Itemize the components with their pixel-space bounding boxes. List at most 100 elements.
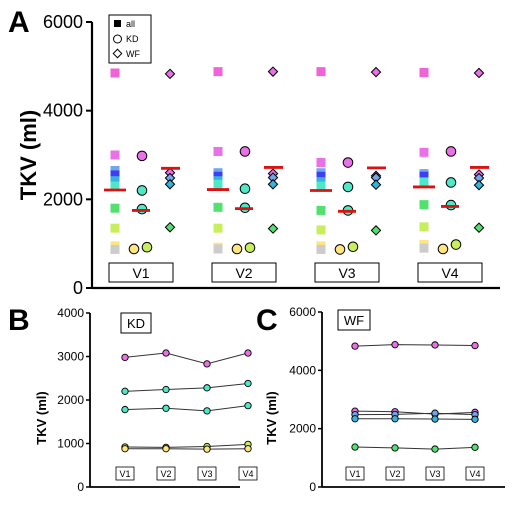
panel-a-all-point	[213, 179, 223, 189]
panel-a-kd-point	[239, 146, 251, 157]
panel-a-kd-point	[334, 244, 346, 255]
panel-a-all-point	[419, 222, 429, 232]
panel-a-all-point	[213, 244, 223, 254]
panel-b-x-label: V3	[201, 469, 212, 479]
panel-c-x-label: V1	[349, 469, 360, 479]
panel-b-x-label: V4	[242, 469, 253, 479]
panel-a-visit-box	[211, 262, 277, 283]
panel-c-y-tick-label: 2000	[289, 422, 316, 436]
panel-b-point	[244, 445, 252, 453]
panel-b-title: KD	[127, 316, 145, 331]
panel-a-visit-label: V1	[132, 265, 149, 281]
panel-c-title: WF	[344, 313, 364, 328]
legend-kd-label: KD	[126, 34, 139, 44]
panel-a-kd-point	[342, 157, 354, 168]
panel-c-series-line	[354, 412, 476, 416]
panel-letter-a: A	[8, 6, 30, 39]
panel-a-all-point	[419, 177, 429, 187]
panel-a-kd-point	[347, 241, 359, 253]
panel-c-x-label: V3	[429, 469, 440, 479]
panel-a-all-point	[110, 68, 120, 78]
panel-b-x-label-box	[238, 466, 258, 481]
panel-c-x-label-box	[425, 466, 445, 481]
panel-b-y-tick-label: 1000	[57, 437, 84, 451]
panel-b-y-tick-label: 3000	[57, 350, 84, 364]
panel-b-x-label-box	[197, 466, 217, 481]
panel-a-visit-box	[417, 262, 483, 283]
panel-c-point	[431, 415, 439, 423]
panel-a-all-point	[316, 171, 326, 181]
panel-c-point	[391, 415, 399, 423]
panel-a-all-point	[316, 67, 326, 77]
panel-b-point	[244, 379, 252, 388]
legend-all-marker	[114, 20, 121, 27]
panel-b-series-line	[124, 443, 249, 448]
panel-b-x-label-box	[115, 466, 135, 481]
panel-a-kd-point	[437, 243, 449, 255]
panel-a-visit-box	[314, 262, 380, 283]
panel-b-point	[121, 445, 129, 453]
panel-c-y-tick-label: 4000	[289, 363, 316, 377]
panel-b-y-tick-label: 4000	[57, 306, 84, 320]
panel-a-wf-point	[473, 67, 485, 79]
panel-a-kd-point	[450, 239, 462, 250]
panel-a-y-axis-label: TKV (ml)	[16, 110, 41, 200]
panel-a-all-point	[419, 200, 429, 210]
panel-a-wf-point	[473, 179, 485, 191]
legend-kd-marker	[113, 34, 122, 44]
panel-c-point	[351, 415, 359, 423]
panel-a-wf-point	[370, 179, 382, 191]
panel-c-x-label-box	[345, 466, 365, 481]
legend-wf-marker	[112, 48, 123, 59]
panel-c-x-label-box	[465, 466, 485, 481]
panel-b-point	[203, 384, 211, 392]
panel-a-all-point	[316, 225, 326, 235]
panel-c-point	[351, 443, 359, 451]
panel-a-wf-point	[267, 178, 279, 190]
panel-a-all-point	[419, 147, 429, 157]
panel-a-y-tick-label: 2000	[43, 189, 83, 209]
panel-a-legend: all KD WF	[108, 14, 152, 64]
panel-a-visit-label: V4	[441, 265, 458, 281]
panel-b-y-tick-label: 2000	[57, 393, 84, 407]
legend-all-label: all	[126, 19, 135, 29]
panel-b-x-label: V2	[160, 469, 171, 479]
panel-c-line-plot: 0 2000 4000 6000 V1 V2 V3 V4	[289, 305, 505, 494]
panel-b-point	[162, 385, 170, 394]
panel-c-point	[431, 445, 439, 453]
panel-a-visit-label: V3	[338, 265, 355, 281]
panel-c-series-line	[354, 410, 476, 415]
panel-b-title-box	[120, 312, 152, 334]
panel-b-point	[121, 353, 129, 362]
panel-b-point	[203, 407, 211, 415]
panel-a-scatter-plot: 0 2000 4000 6000 V1 V2 V3 V4	[43, 12, 500, 298]
panel-c-y-tick-label: 0	[309, 480, 316, 494]
panel-a-all-point	[110, 170, 120, 180]
panel-c-x-label: V2	[389, 469, 400, 479]
panel-a-all-point	[419, 68, 429, 78]
panel-a-kd-point	[239, 183, 251, 194]
panel-a-all-point	[110, 150, 120, 160]
panel-a-kd-point	[244, 242, 256, 253]
panel-a-all-point	[316, 205, 326, 215]
panel-b-point	[244, 402, 252, 410]
panel-a-y-tick-label: 4000	[43, 101, 83, 121]
panel-b-point	[203, 445, 211, 453]
panel-b-point	[162, 404, 170, 412]
panel-c-y-axis-label: TKV (ml)	[264, 391, 279, 444]
panel-a-wf-point	[164, 68, 176, 80]
panel-a-kd-point	[445, 177, 457, 188]
panel-c-x-label-box	[385, 466, 405, 481]
panel-a-wf-point	[370, 66, 382, 78]
panel-a-kd-point	[136, 185, 148, 196]
panel-a-all-point	[110, 176, 120, 186]
panel-a-wf-point	[267, 223, 279, 234]
panel-a-kd-point	[231, 243, 243, 255]
panel-letter-c: C	[256, 304, 278, 337]
panel-a-wf-point	[267, 66, 279, 77]
panel-a-kd-point	[136, 150, 148, 162]
panel-a-all-point	[110, 203, 120, 213]
panel-a-y-tick-label: 6000	[43, 12, 83, 32]
panel-c-point	[391, 444, 399, 452]
